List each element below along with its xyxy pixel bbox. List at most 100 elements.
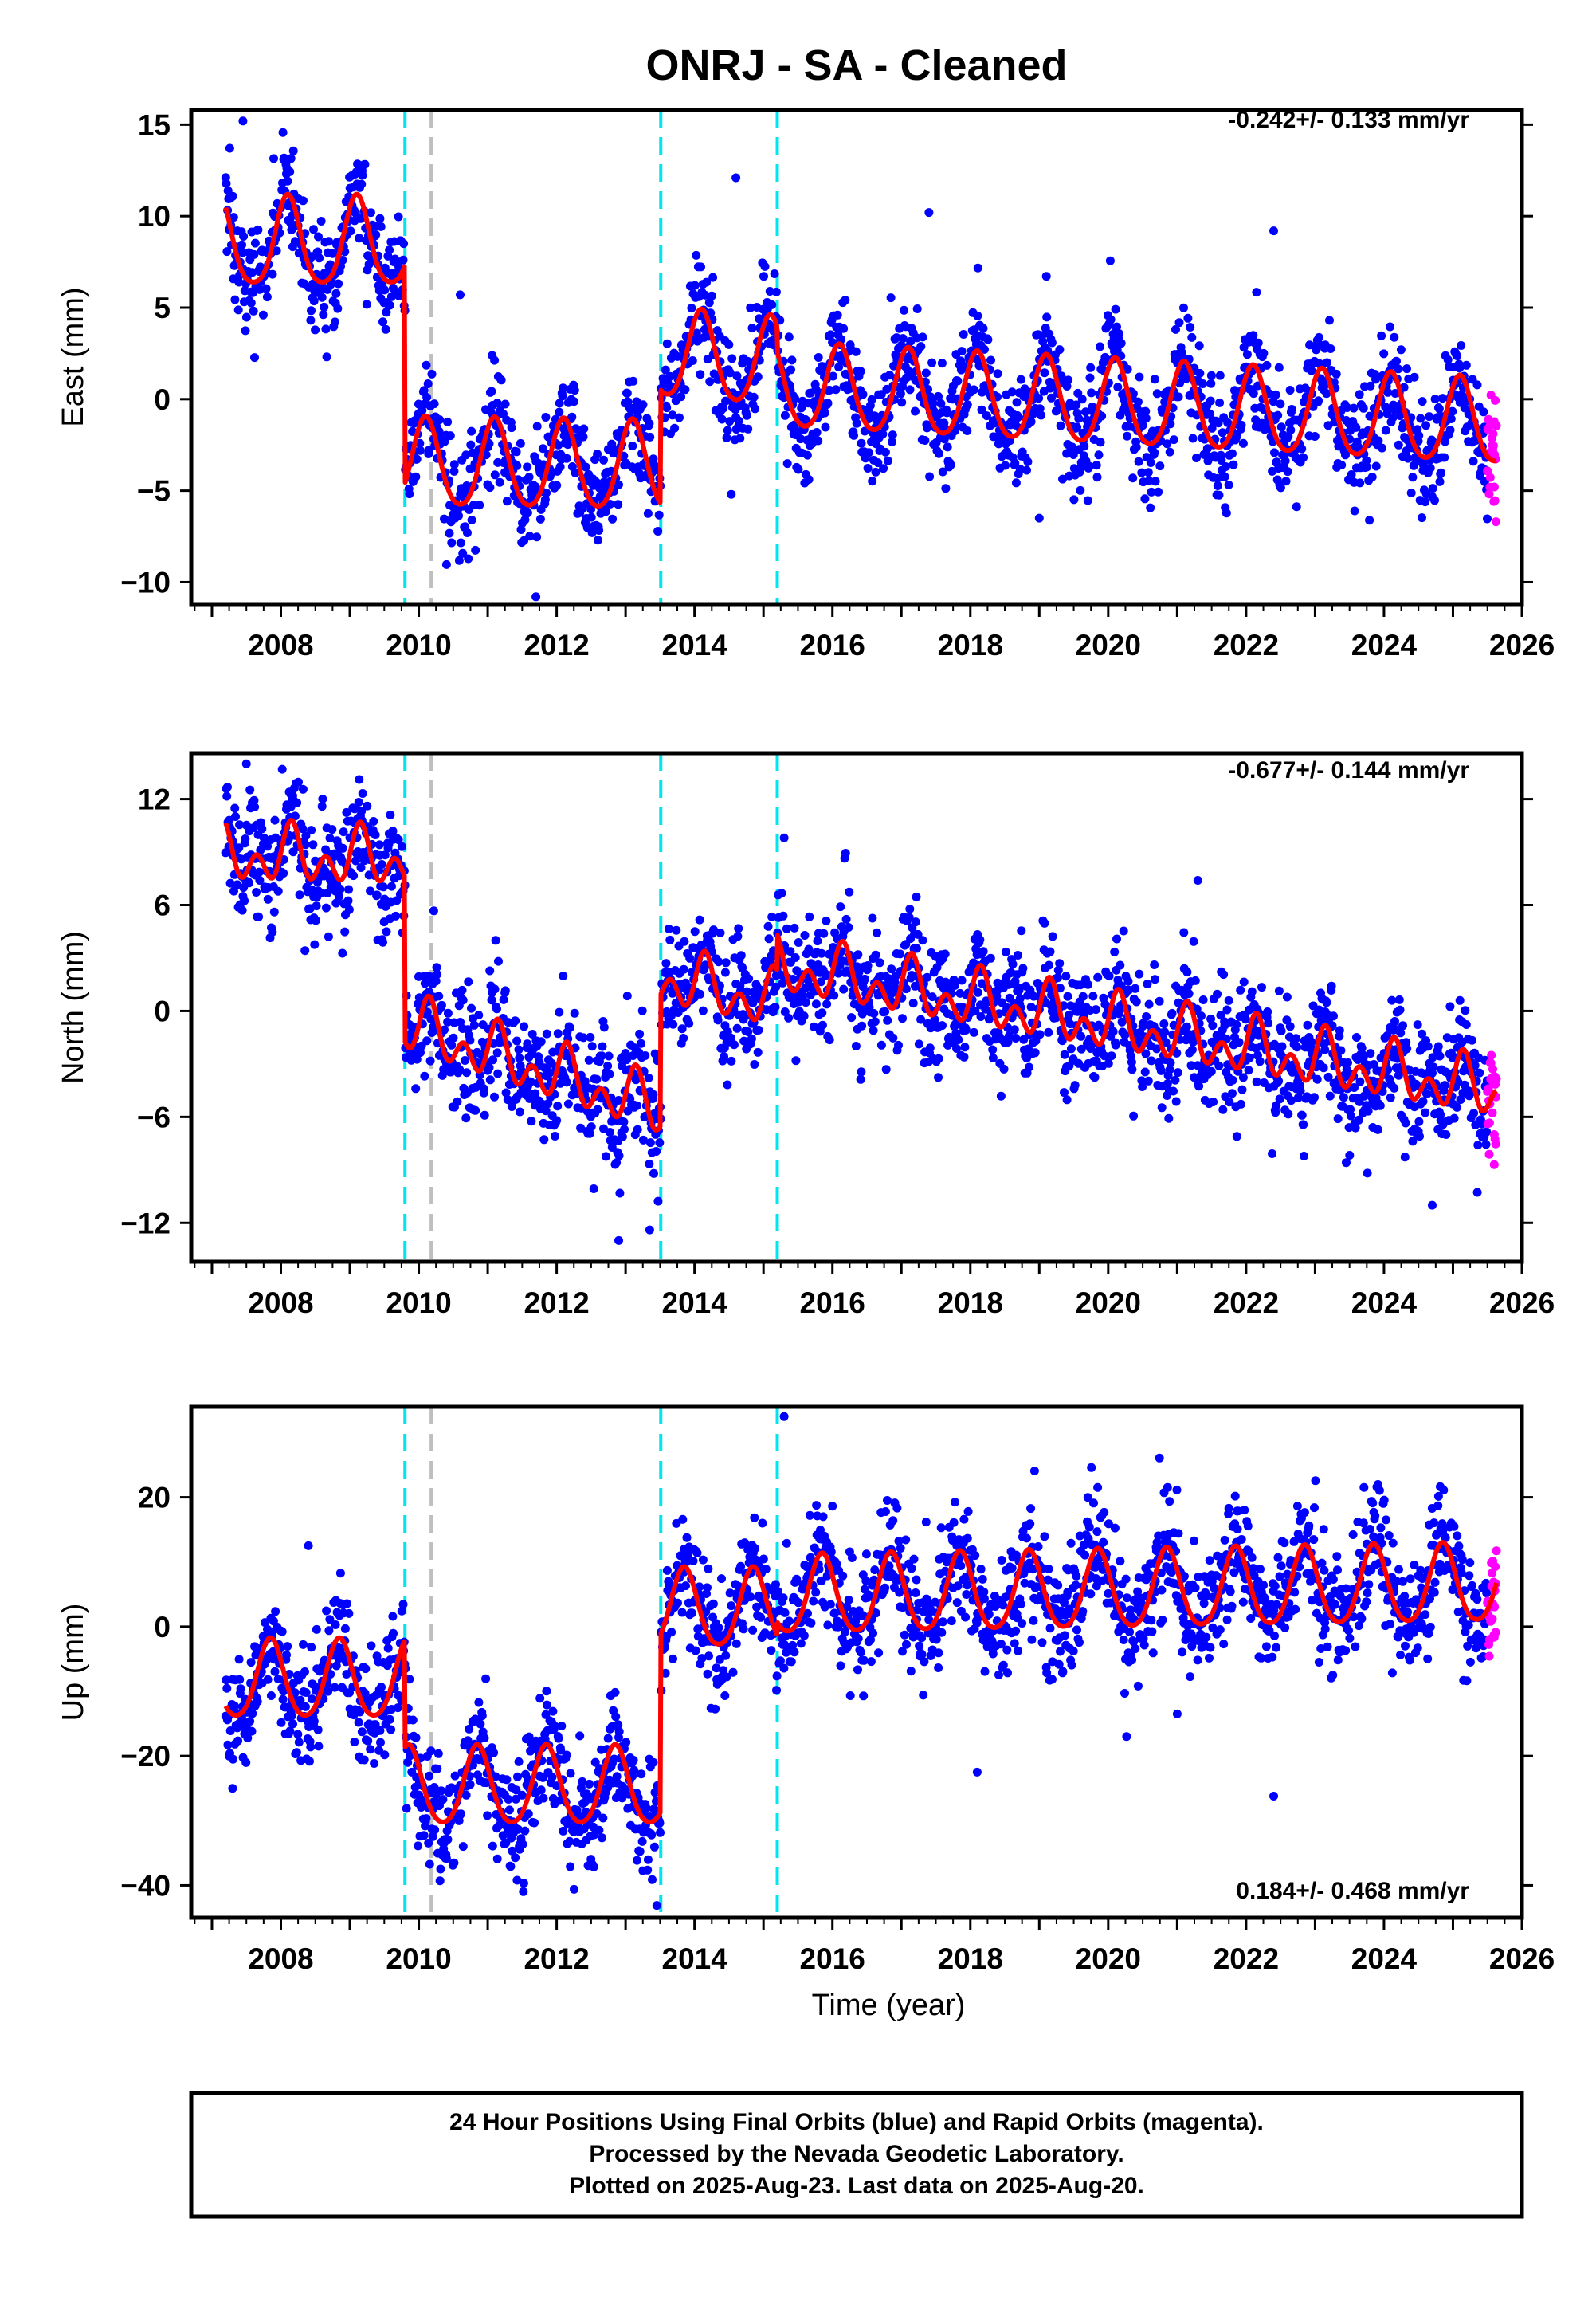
- final-point: [243, 1734, 253, 1743]
- final-point: [248, 1709, 257, 1718]
- final-point: [645, 419, 654, 428]
- final-point: [1147, 1056, 1156, 1066]
- final-point: [790, 923, 799, 933]
- rapid-point: [1490, 496, 1500, 505]
- x-tick-label: 2024: [1351, 629, 1418, 662]
- final-point: [512, 447, 521, 457]
- final-point: [888, 437, 896, 446]
- final-point: [1143, 980, 1152, 988]
- final-point: [1026, 417, 1036, 426]
- y-tick-label: −12: [120, 1207, 171, 1239]
- final-point: [871, 467, 880, 477]
- final-point: [652, 1147, 661, 1156]
- final-point: [1221, 462, 1230, 471]
- final-point: [1084, 461, 1094, 471]
- final-point: [344, 1608, 354, 1618]
- final-point: [1238, 438, 1248, 448]
- final-point: [1252, 1077, 1261, 1086]
- final-point: [1147, 487, 1156, 497]
- final-point: [1018, 964, 1028, 973]
- final-point: [1055, 345, 1065, 355]
- final-point: [584, 1055, 594, 1065]
- final-point: [804, 944, 814, 954]
- final-point: [234, 843, 244, 853]
- final-point: [1387, 995, 1397, 1005]
- final-point: [1042, 312, 1052, 322]
- final-point: [629, 376, 638, 386]
- final-point: [602, 507, 610, 516]
- final-point: [309, 296, 319, 306]
- final-point: [896, 340, 906, 350]
- final-point: [1141, 414, 1151, 423]
- final-point: [1128, 473, 1138, 483]
- final-point: [378, 937, 387, 947]
- final-point: [296, 1695, 305, 1705]
- final-point: [241, 834, 250, 843]
- final-point: [786, 947, 795, 956]
- final-point: [857, 1067, 866, 1077]
- final-point: [1142, 1012, 1151, 1021]
- final-point: [978, 324, 988, 333]
- final-point: [982, 411, 991, 421]
- final-point: [1292, 1043, 1302, 1052]
- final-point: [1285, 386, 1295, 395]
- final-point: [1244, 1066, 1253, 1075]
- final-point: [829, 371, 838, 381]
- final-point: [571, 469, 580, 477]
- final-point: [252, 888, 261, 897]
- final-point: [1001, 461, 1010, 470]
- final-point: [1093, 972, 1103, 982]
- final-point: [386, 810, 395, 819]
- final-point: [1183, 313, 1193, 323]
- final-point: [490, 984, 500, 994]
- final-point: [268, 269, 277, 279]
- final-point: [1310, 432, 1320, 441]
- final-point: [1323, 1072, 1333, 1082]
- final-point: [580, 1077, 590, 1086]
- final-point: [1076, 1031, 1086, 1041]
- final-point: [312, 1624, 321, 1634]
- final-point: [1090, 1073, 1100, 1082]
- final-point: [567, 412, 577, 422]
- final-point: [1080, 442, 1089, 451]
- final-point: [386, 1725, 396, 1734]
- final-point: [594, 526, 604, 535]
- final-point: [249, 249, 259, 259]
- final-point: [229, 1754, 237, 1764]
- final-point: [1117, 1017, 1127, 1027]
- final-point: [1150, 448, 1159, 457]
- final-point: [419, 386, 429, 395]
- final-point: [852, 418, 861, 428]
- final-point: [225, 878, 235, 888]
- final-point: [324, 237, 333, 246]
- final-point: [1359, 1053, 1368, 1062]
- final-point: [934, 391, 943, 401]
- final-point: [1001, 947, 1010, 956]
- final-point: [921, 368, 931, 378]
- final-point: [900, 305, 908, 315]
- final-point: [314, 232, 323, 242]
- final-point: [716, 928, 725, 937]
- x-tick-label: 2012: [524, 1286, 589, 1319]
- final-point: [886, 293, 896, 303]
- final-point: [614, 500, 623, 509]
- final-point: [1386, 1093, 1395, 1102]
- final-point: [562, 1078, 571, 1087]
- final-point: [375, 214, 385, 223]
- final-point: [288, 847, 298, 857]
- x-tick-label: 2026: [1489, 1286, 1555, 1319]
- final-point: [841, 849, 850, 858]
- final-point: [355, 1707, 365, 1717]
- final-point: [1138, 1082, 1147, 1091]
- final-point: [638, 400, 648, 410]
- final-point: [319, 310, 328, 320]
- y-tick-label: 5: [154, 292, 171, 324]
- final-point: [225, 1726, 235, 1735]
- final-point: [229, 886, 238, 896]
- final-point: [1284, 1109, 1293, 1119]
- final-point: [653, 1196, 663, 1206]
- final-point: [423, 379, 433, 388]
- final-point: [1173, 1068, 1182, 1078]
- final-point: [249, 795, 259, 805]
- velocity-rate-label: -0.677+/- 0.144 mm/yr: [1228, 757, 1469, 783]
